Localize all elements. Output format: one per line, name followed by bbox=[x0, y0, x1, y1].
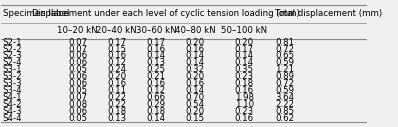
Text: 0.72: 0.72 bbox=[275, 79, 294, 88]
Text: 0.62: 0.62 bbox=[275, 114, 294, 123]
Text: 0.05: 0.05 bbox=[68, 65, 87, 74]
Text: 1.21: 1.21 bbox=[275, 65, 294, 74]
Text: 0.08: 0.08 bbox=[68, 100, 87, 109]
Text: 0.14: 0.14 bbox=[185, 86, 205, 95]
Text: 0.16: 0.16 bbox=[146, 79, 166, 88]
Text: Displacement under each level of cyclic tension loading (mm): Displacement under each level of cyclic … bbox=[32, 9, 300, 18]
Text: 0.16: 0.16 bbox=[107, 51, 126, 60]
Text: S2-1: S2-1 bbox=[3, 38, 22, 47]
Text: 0.25: 0.25 bbox=[146, 65, 166, 74]
Text: 0.20: 0.20 bbox=[107, 72, 126, 81]
Text: 0.81: 0.81 bbox=[275, 38, 294, 47]
Text: S4-4: S4-4 bbox=[3, 114, 22, 123]
Text: 1.98: 1.98 bbox=[234, 93, 254, 102]
Text: 0.05: 0.05 bbox=[68, 86, 87, 95]
Text: 0.23: 0.23 bbox=[234, 72, 254, 81]
Text: 0.20: 0.20 bbox=[185, 72, 205, 81]
Text: 0.06: 0.06 bbox=[68, 51, 87, 60]
Text: S4-3: S4-3 bbox=[3, 107, 22, 116]
Text: 0.65: 0.65 bbox=[275, 51, 294, 60]
Text: 0.22: 0.22 bbox=[107, 93, 126, 102]
Text: S2-3: S2-3 bbox=[3, 51, 22, 60]
Text: 0.14: 0.14 bbox=[146, 51, 166, 60]
Text: 0.14: 0.14 bbox=[185, 58, 205, 67]
Text: 0.54: 0.54 bbox=[185, 100, 205, 109]
Text: 0.14: 0.14 bbox=[146, 114, 166, 123]
Text: 0.07: 0.07 bbox=[68, 93, 87, 102]
Text: 0.21: 0.21 bbox=[146, 72, 166, 81]
Text: 0.85: 0.85 bbox=[275, 107, 294, 116]
Text: 0.23: 0.23 bbox=[234, 107, 254, 116]
Text: 0.20: 0.20 bbox=[234, 38, 254, 47]
Text: S4-1: S4-1 bbox=[3, 93, 22, 102]
Text: 0.20: 0.20 bbox=[185, 38, 205, 47]
Text: 0.05: 0.05 bbox=[68, 114, 87, 123]
Text: 0.16: 0.16 bbox=[185, 45, 205, 54]
Text: S3-2: S3-2 bbox=[3, 72, 22, 81]
Text: 0.17: 0.17 bbox=[146, 38, 166, 47]
Text: 0.07: 0.07 bbox=[68, 38, 87, 47]
Text: 0.14: 0.14 bbox=[234, 51, 254, 60]
Text: 20–40 kN: 20–40 kN bbox=[96, 26, 137, 35]
Text: 0.13: 0.13 bbox=[146, 58, 166, 67]
Text: 0.16: 0.16 bbox=[185, 79, 205, 88]
Text: 0.06: 0.06 bbox=[68, 58, 87, 67]
Text: 0.13: 0.13 bbox=[107, 114, 126, 123]
Text: 0.15: 0.15 bbox=[107, 45, 126, 54]
Text: S3-4: S3-4 bbox=[3, 86, 22, 95]
Text: 1.10: 1.10 bbox=[234, 100, 254, 109]
Text: 0.14: 0.14 bbox=[234, 58, 254, 67]
Text: S2-2: S2-2 bbox=[3, 45, 22, 54]
Text: S3-1: S3-1 bbox=[3, 65, 22, 74]
Text: 0.22: 0.22 bbox=[107, 100, 126, 109]
Text: 0.66: 0.66 bbox=[146, 93, 166, 102]
Text: 0.59: 0.59 bbox=[275, 86, 294, 95]
Text: 0.17: 0.17 bbox=[234, 45, 254, 54]
Text: 0.59: 0.59 bbox=[275, 58, 294, 67]
Text: 0.32: 0.32 bbox=[185, 65, 205, 74]
Text: 0.12: 0.12 bbox=[107, 58, 126, 67]
Text: 0.14: 0.14 bbox=[185, 51, 205, 60]
Text: 10–20 kN: 10–20 kN bbox=[57, 26, 98, 35]
Text: 0.18: 0.18 bbox=[146, 107, 166, 116]
Text: 0.16: 0.16 bbox=[107, 79, 126, 88]
Text: 0.16: 0.16 bbox=[234, 114, 254, 123]
Text: S4-2: S4-2 bbox=[3, 100, 22, 109]
Text: 0.06: 0.06 bbox=[68, 107, 87, 116]
Text: 0.35: 0.35 bbox=[234, 65, 254, 74]
Text: S2-4: S2-4 bbox=[3, 58, 22, 67]
Text: 0.16: 0.16 bbox=[234, 86, 254, 95]
Text: 0.15: 0.15 bbox=[185, 114, 205, 123]
Text: Total displacement (mm): Total displacement (mm) bbox=[275, 9, 382, 18]
Text: 3.64: 3.64 bbox=[275, 93, 294, 102]
Text: 0.29: 0.29 bbox=[146, 100, 165, 109]
Text: 0.72: 0.72 bbox=[275, 45, 294, 54]
Text: 0.24: 0.24 bbox=[107, 65, 126, 74]
Text: 30–60 kN: 30–60 kN bbox=[135, 26, 176, 35]
Text: S3-3: S3-3 bbox=[3, 79, 22, 88]
Text: 2.22: 2.22 bbox=[275, 100, 294, 109]
Text: 0.20: 0.20 bbox=[185, 107, 205, 116]
Text: 0.07: 0.07 bbox=[68, 45, 87, 54]
Text: 0.11: 0.11 bbox=[107, 86, 126, 95]
Text: 50–100 kN: 50–100 kN bbox=[221, 26, 267, 35]
Text: 0.18: 0.18 bbox=[107, 107, 126, 116]
Text: Specimen label: Specimen label bbox=[3, 9, 69, 18]
Text: 0.16: 0.16 bbox=[146, 45, 166, 54]
Text: 0.06: 0.06 bbox=[68, 79, 87, 88]
Text: 0.18: 0.18 bbox=[234, 79, 254, 88]
Text: 40–80 kN: 40–80 kN bbox=[175, 26, 215, 35]
Text: 0.89: 0.89 bbox=[275, 72, 294, 81]
Text: 0.70: 0.70 bbox=[185, 93, 205, 102]
Text: 0.17: 0.17 bbox=[107, 38, 126, 47]
Text: 0.06: 0.06 bbox=[68, 72, 87, 81]
Text: 0.12: 0.12 bbox=[146, 86, 166, 95]
